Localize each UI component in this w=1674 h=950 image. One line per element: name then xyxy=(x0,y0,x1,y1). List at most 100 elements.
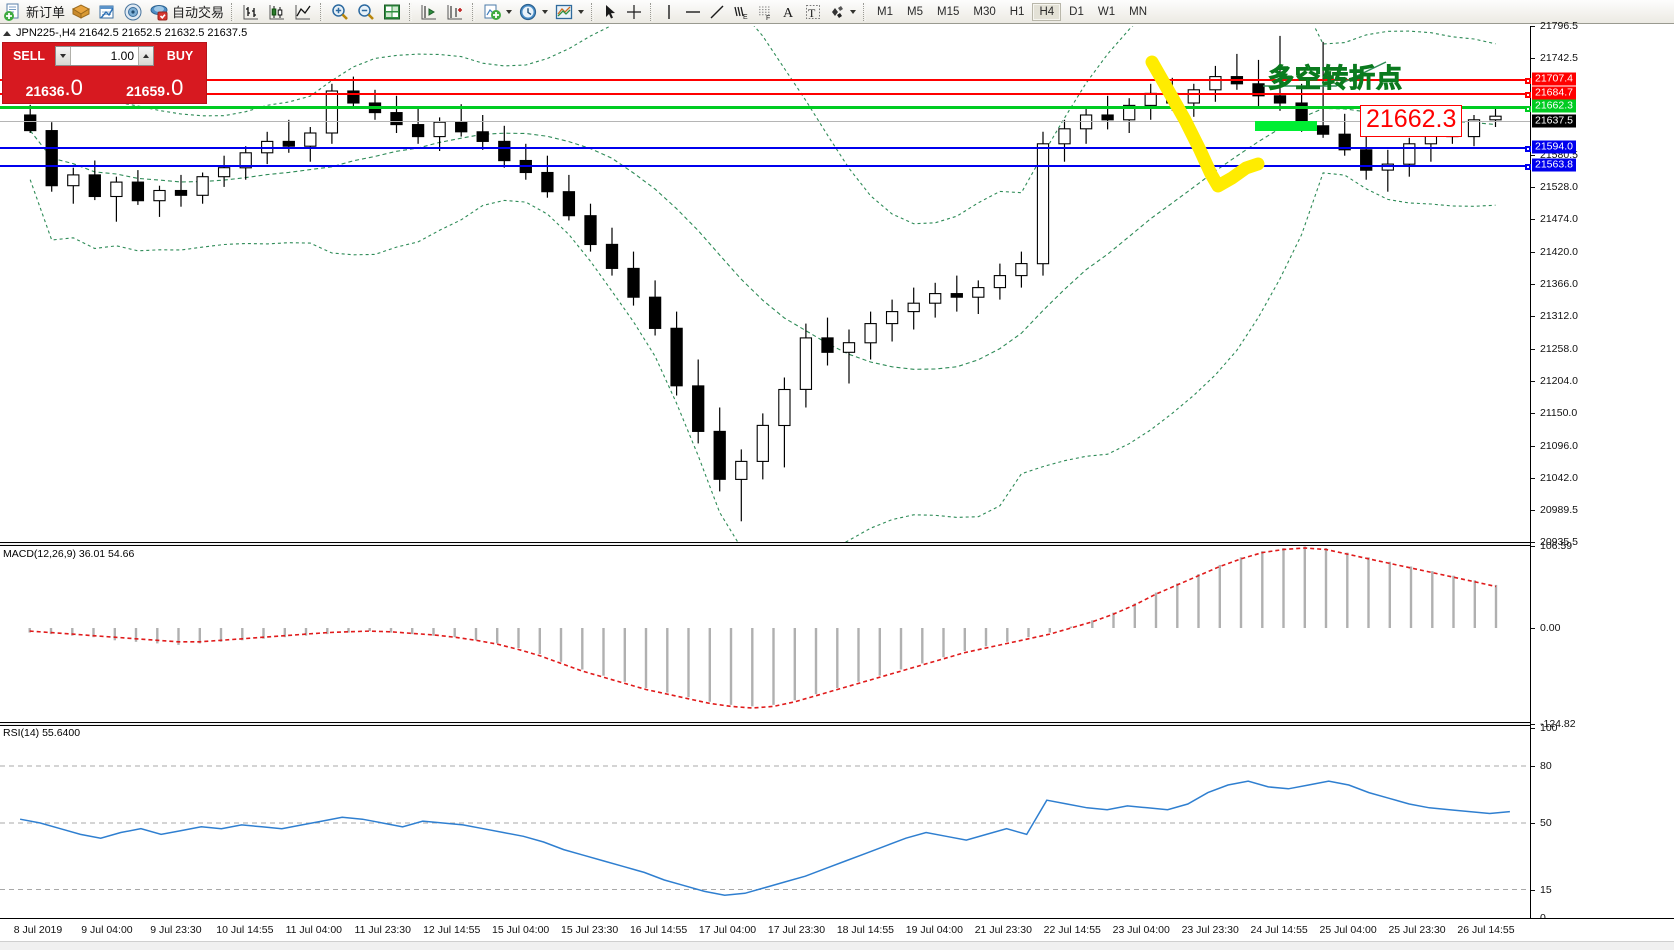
price-axis[interactable]: 21796.5 21742.5 21580.5 21528.0 21474.0 21420… xyxy=(1530,20,1674,924)
price-tick: 21796.5 xyxy=(1531,20,1578,32)
price-tick: 21420.0 xyxy=(1531,246,1578,258)
elliott-wave-button[interactable]: E xyxy=(729,1,753,23)
crosshair-button[interactable] xyxy=(622,1,646,23)
zoom-in-icon xyxy=(332,3,348,20)
buy-price[interactable]: 21659 .0 xyxy=(105,69,204,99)
price-level-badge[interactable]: 21594.0 xyxy=(1532,140,1576,154)
horizontal-line-button[interactable] xyxy=(681,1,705,23)
timeframe-m15[interactable]: M15 xyxy=(937,5,960,18)
sell-price-fraction: .0 xyxy=(64,75,83,101)
timeframe-h4[interactable]: H4 xyxy=(1032,2,1062,21)
bar-chart-button[interactable] xyxy=(238,1,264,23)
level-line-handle[interactable] xyxy=(1525,106,1531,113)
candle-bullish xyxy=(735,460,748,480)
trend-line-button[interactable] xyxy=(705,1,729,23)
autotrading-button[interactable]: 自动交易 xyxy=(146,1,227,23)
chevron-down-icon[interactable] xyxy=(506,9,513,14)
sell-price-integer: 21636 xyxy=(25,83,65,99)
auto-scroll-icon xyxy=(447,4,463,19)
price-level-badge[interactable]: 21563.8 xyxy=(1532,158,1576,172)
rsi-pane[interactable] xyxy=(0,728,1530,918)
timeframe-m30[interactable]: M30 xyxy=(973,5,996,18)
price-level-badge[interactable]: 21662.3 xyxy=(1532,99,1576,113)
chart-shift-button[interactable] xyxy=(416,1,442,23)
level-line-handle[interactable] xyxy=(1525,146,1531,153)
sell-button[interactable]: SELL xyxy=(5,45,53,67)
green-highlight-marker xyxy=(1255,121,1317,131)
price-tick: 21312.0 xyxy=(1531,310,1578,322)
market-watch-button[interactable] xyxy=(94,1,120,23)
candle-bullish xyxy=(153,189,166,202)
volume-increment-button[interactable] xyxy=(138,47,153,65)
timeframe-m5[interactable]: M5 xyxy=(907,5,923,18)
collapse-triangle-icon[interactable] xyxy=(3,30,11,36)
volume-stepper[interactable]: 1.00 xyxy=(55,46,154,66)
price-level-line[interactable] xyxy=(0,164,1531,171)
navigator-button[interactable] xyxy=(120,1,146,23)
chevron-down-icon[interactable] xyxy=(578,9,585,14)
chevron-down-icon[interactable] xyxy=(850,9,857,14)
tile-windows-button[interactable] xyxy=(379,1,405,23)
text-label-button[interactable]: T xyxy=(801,1,825,23)
timeframe-w1[interactable]: W1 xyxy=(1097,5,1116,18)
one-click-trading-panel[interactable]: SELL 1.00 BUY 21636 .0 21659 .0 xyxy=(2,42,207,104)
candle-bullish xyxy=(217,167,231,178)
zoom-out-icon xyxy=(358,3,374,20)
volume-input[interactable]: 1.00 xyxy=(110,49,134,63)
candle-bearish xyxy=(455,121,468,133)
line-chart-button[interactable] xyxy=(290,1,316,23)
timeframe-m1[interactable]: M1 xyxy=(877,5,894,18)
macd-pane[interactable] xyxy=(0,546,1530,724)
level-line-handle[interactable] xyxy=(1525,92,1531,98)
indicators-button[interactable] xyxy=(479,1,515,23)
text-button[interactable]: A xyxy=(777,1,801,23)
objects-icon xyxy=(832,5,844,18)
price-tick: 21742.5 xyxy=(1531,52,1578,64)
chevron-down-icon[interactable] xyxy=(542,9,549,14)
auto-scroll-button[interactable] xyxy=(442,1,468,23)
candle-bearish xyxy=(1316,125,1330,135)
price-chart-pane[interactable] xyxy=(0,26,1530,542)
time-axis-scrollbar[interactable] xyxy=(0,941,1674,950)
profiles-button[interactable] xyxy=(68,1,94,23)
candle-bullish xyxy=(1467,119,1481,138)
bollinger-outer-band xyxy=(29,172,1496,542)
timeframe-group: M1 M5 M15 M30 H1 H4 D1 W1 MN xyxy=(870,2,1154,21)
candle-bullish xyxy=(864,323,877,344)
crosshair-icon xyxy=(627,4,642,19)
candlestick-chart-button[interactable] xyxy=(264,1,290,23)
level-line-handle[interactable] xyxy=(1525,78,1531,85)
buy-button[interactable]: BUY xyxy=(156,45,204,67)
period-button[interactable] xyxy=(515,1,551,23)
time-tick: 15 Jul 23:30 xyxy=(561,924,619,936)
zoom-in-button[interactable] xyxy=(327,1,353,23)
price-level-line[interactable] xyxy=(0,106,1531,113)
zoom-out-button[interactable] xyxy=(353,1,379,23)
time-axis[interactable]: 8 Jul 2019 9 Jul 04:00 9 Jul 23:30 10 Jul 1… xyxy=(0,918,1674,950)
price-tick: 21528.0 xyxy=(1531,181,1578,193)
sell-price[interactable]: 21636 .0 xyxy=(5,69,104,99)
vertical-line-button[interactable] xyxy=(657,1,681,23)
main-toolbar: 新订单 xyxy=(0,0,1674,24)
new-order-button[interactable]: 新订单 xyxy=(0,1,68,23)
price-level-badge[interactable]: 21637.5 xyxy=(1532,114,1576,128)
volume-dropdown-button[interactable] xyxy=(56,47,71,65)
fibonacci-button[interactable]: F xyxy=(753,1,777,23)
candle-bearish xyxy=(541,171,554,193)
level-line-handle[interactable] xyxy=(1525,164,1531,171)
price-level-line[interactable] xyxy=(0,146,1531,153)
timeframe-h1[interactable]: H1 xyxy=(1009,5,1025,18)
objects-button[interactable] xyxy=(825,1,859,23)
price-level-badge[interactable]: 21684.7 xyxy=(1532,86,1576,100)
candle-bullish xyxy=(1036,143,1050,265)
candle-bearish xyxy=(692,385,705,432)
price-level-badge[interactable]: 21707.4 xyxy=(1532,72,1576,86)
candle-bullish xyxy=(1015,263,1028,277)
timeframe-mn[interactable]: MN xyxy=(1129,5,1147,18)
templates-button[interactable] xyxy=(551,1,587,23)
macd-tick: 0.00 xyxy=(1531,622,1560,634)
cursor-button[interactable] xyxy=(598,1,622,23)
timeframe-d1[interactable]: D1 xyxy=(1069,5,1084,18)
price-tick: 21474.0 xyxy=(1531,213,1578,225)
trend-line-icon xyxy=(710,5,724,18)
